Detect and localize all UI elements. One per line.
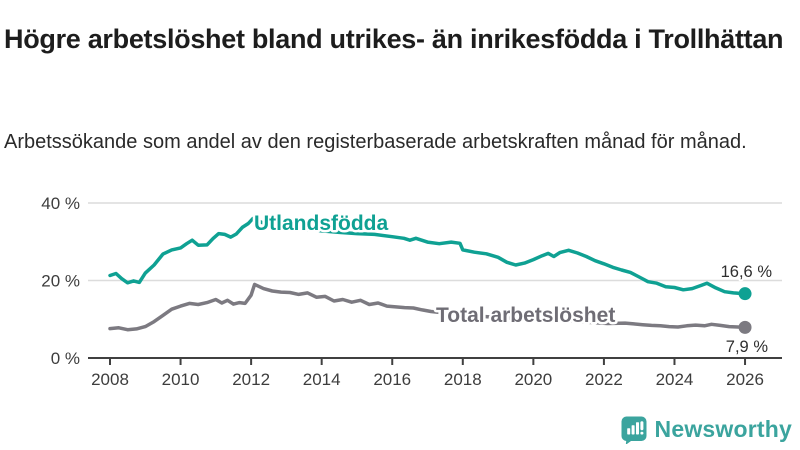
exclamation-dot <box>639 431 643 434</box>
y-tick-label: 0 % <box>51 349 80 368</box>
line-utlandsfodda <box>108 216 747 296</box>
x-tick-label: 2026 <box>726 370 764 389</box>
x-tick-label: 2024 <box>656 370 694 389</box>
y-tick-label: 40 % <box>41 194 80 213</box>
x-tick-label: 2008 <box>91 370 129 389</box>
newsworthy-logo-icon <box>621 416 647 444</box>
axes: 0 % 20 % 40 % 2008 2010 2012 2014 2016 2018 2020 2… <box>41 194 782 389</box>
brand-name: Newsworthy <box>654 415 792 442</box>
exclamation-bar <box>639 420 643 430</box>
x-tick-label: 2014 <box>303 370 341 389</box>
y-tick-label: 20 % <box>41 272 80 291</box>
x-tick-label: 2010 <box>162 370 200 389</box>
series-labels: Utlandsfödda Total arbetslöshet 16,6 % 7… <box>252 210 775 359</box>
brand-footer: Newsworthy <box>620 414 792 444</box>
x-tick-label: 2018 <box>444 370 482 389</box>
gridlines <box>88 202 782 282</box>
bar-small <box>626 427 630 434</box>
x-tick-label: 2012 <box>232 370 270 389</box>
bar-medium <box>631 424 635 434</box>
end-dot-utlandsfodda <box>738 287 752 301</box>
end-value-label-total: 7,9 % <box>726 338 769 356</box>
series-label-utlandsfodda: Utlandsfödda <box>254 212 388 235</box>
x-tick-label: 2022 <box>585 370 623 389</box>
bar-tall <box>635 421 639 434</box>
x-tick-label: 2016 <box>373 370 411 389</box>
line-total-arbetsloshet <box>108 282 747 332</box>
chart-subtitle: Arbetssökande som andel av den registerb… <box>4 131 747 153</box>
end-value-label-utlandsfodda: 16,6 % <box>721 263 773 281</box>
series-label-total-arbetsloshet: Total arbetslöshet <box>436 304 615 327</box>
end-dot-total-arbetsloshet <box>738 320 752 334</box>
x-tick-label: 2020 <box>514 370 552 389</box>
series-lines <box>108 216 752 334</box>
page-title: Högre arbetslöshet bland utrikes- än inr… <box>4 24 784 55</box>
